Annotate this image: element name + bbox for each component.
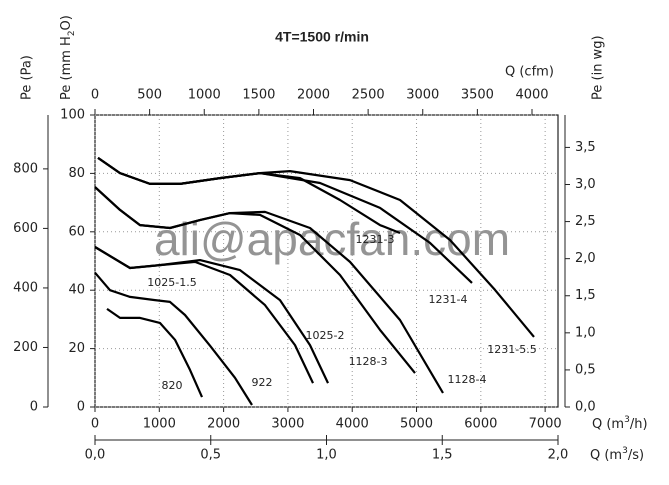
series-label: 1025-2 (306, 329, 345, 342)
x-tick-label: 2000 (207, 417, 240, 432)
y-tick-label: 80 (68, 166, 85, 181)
x3-tick-label: 1000 (188, 88, 221, 103)
x-tick-label: 4000 (336, 417, 369, 432)
y-axis-title-part: 2 (67, 30, 77, 36)
curve (94, 246, 329, 384)
curve (97, 156, 535, 338)
y2-tick-label: 200 (13, 340, 38, 355)
curve (94, 271, 253, 406)
x3-axis-title: Q (cfm) (505, 65, 554, 80)
x3-tick-label: 3000 (406, 88, 439, 103)
x-axis-title-part: /h) (630, 417, 648, 432)
x-axis-title: Q (m3/h) (592, 415, 648, 432)
x-tick-label: 7000 (529, 417, 562, 432)
y-tick-label: 40 (68, 283, 85, 298)
y3-tick-label: 0,0 (575, 400, 596, 415)
series-label: 1231-5.5 (487, 343, 536, 356)
x2-tick-label: 2,0 (548, 448, 569, 463)
x2-tick-label: 0,0 (85, 448, 106, 463)
x2-tick-label: 1,5 (432, 448, 453, 463)
series-label: 1128-4 (448, 373, 487, 386)
x2-tick-label: 1,0 (316, 448, 337, 463)
y2-tick-label: 800 (13, 161, 38, 176)
y3-tick-label: 2,5 (575, 214, 596, 229)
x3-tick-label: 1500 (242, 88, 275, 103)
y3-tick-label: 3,0 (575, 177, 596, 192)
y3-tick-label: 2,0 (575, 251, 596, 266)
plot-frame (94, 114, 559, 408)
x3-tick-label: 3500 (461, 88, 494, 103)
y-tick-label: 60 (68, 224, 85, 239)
series-label: 1231-4 (429, 293, 468, 306)
x2-axis-title-part: /s) (628, 448, 644, 463)
y2-tick-label: 600 (13, 221, 38, 236)
x3-tick-label: 0 (91, 88, 99, 103)
x3-tick-label: 2500 (352, 88, 385, 103)
y-axis-title: Pe (mm H2O) (59, 15, 77, 100)
series-label: 820 (162, 379, 183, 392)
x2-tick-label: 0,5 (200, 448, 221, 463)
y-tick-label: 100 (60, 108, 85, 123)
series-label: 1231-3 (356, 233, 395, 246)
chart-title: 4T=1500 r/min (275, 29, 369, 45)
x2-axis-title: Q (m3/s) (590, 446, 644, 463)
x-tick-label: 5000 (400, 417, 433, 432)
y-tick-label: 0 (77, 400, 85, 415)
curve (106, 307, 204, 398)
series-label: 1025-1.5 (147, 276, 196, 289)
y3-tick-label: 1,5 (575, 288, 596, 303)
x-axis-title-part: 3 (624, 415, 630, 425)
series-label: 1128-3 (349, 355, 388, 368)
x2-axis-title-part: Q (m (590, 448, 622, 463)
x3-tick-label: 500 (137, 88, 162, 103)
y2-tick-label: 0 (30, 400, 38, 415)
y3-tick-label: 3,5 (575, 140, 596, 155)
series-label: 922 (252, 376, 273, 389)
x-tick-label: 1000 (143, 417, 176, 432)
x2-axis-title-part: 3 (622, 446, 628, 456)
x-tick-label: 3000 (271, 417, 304, 432)
y3-tick-label: 1,0 (575, 325, 596, 340)
x3-tick-label: 4000 (515, 88, 548, 103)
y-axis-title-part: O) (59, 15, 74, 30)
curve (94, 186, 444, 394)
x3-tick-label: 2000 (297, 88, 330, 103)
y-axis-title-part: Pe (mm H (59, 36, 74, 100)
y3-tick-label: 0,5 (575, 362, 596, 377)
x-axis-title-part: Q (m (592, 417, 624, 432)
y2-tick-label: 400 (13, 280, 38, 295)
y3-axis-title: Pe (in wg) (591, 35, 606, 100)
x-tick-label: 0 (91, 417, 99, 432)
y2-axis-title: Pe (Pa) (20, 55, 35, 100)
watermark: ali@apacfan.com (154, 213, 510, 265)
y-tick-label: 20 (68, 341, 85, 356)
x-tick-label: 6000 (464, 417, 497, 432)
